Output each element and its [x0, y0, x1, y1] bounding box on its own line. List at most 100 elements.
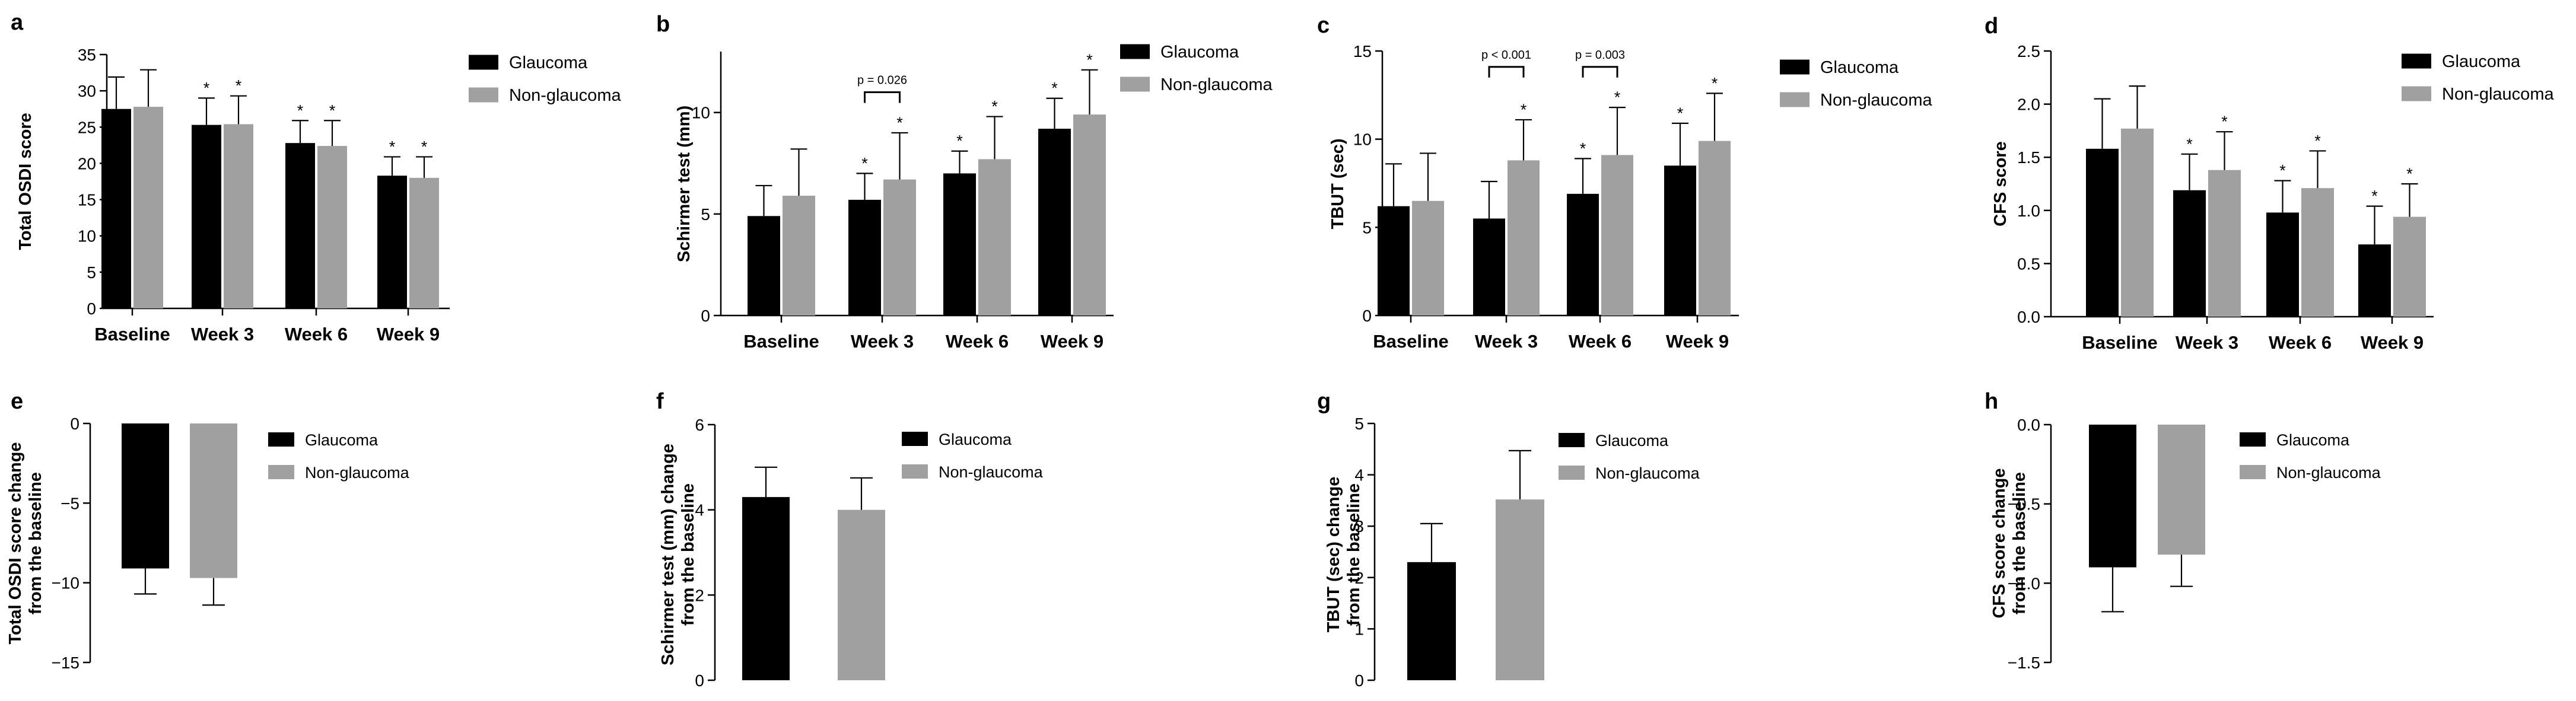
y-tick-label: 10 — [78, 227, 96, 246]
significance-star: * — [2186, 135, 2193, 153]
bar-non-glaucoma — [883, 179, 916, 316]
y-axis-title: CFS score — [1991, 141, 2010, 226]
x-tick-label: Week 3 — [191, 324, 254, 345]
bar-glaucoma — [101, 109, 131, 308]
y-tick-label: 1.0 — [2017, 202, 2040, 220]
bar-non-glaucoma — [1412, 200, 1444, 316]
bar-glaucoma — [2089, 425, 2136, 568]
panel-b: b 0 5 10 Baseline Week 3 Week 6 Week 9 Schirmer … — [656, 12, 1273, 352]
x-tick-label: Baseline — [94, 324, 170, 345]
legend-swatch-glaucoma — [902, 432, 928, 446]
y-tick-label: 35 — [78, 46, 96, 64]
y-tick-label: −1.5 — [2008, 654, 2040, 672]
p-value-label: p = 0.026 — [857, 74, 907, 87]
p-value-label: p < 0.001 — [1481, 49, 1531, 62]
x-tick-label: Week 9 — [377, 324, 440, 345]
panel-a-letter: a — [11, 10, 24, 35]
y-axis-title: from the baseline — [2010, 472, 2029, 614]
bar-glaucoma — [742, 497, 790, 680]
y-tick-label: 0 — [1354, 671, 1364, 690]
significance-star: * — [203, 79, 210, 97]
panel-e-letter: e — [11, 389, 23, 414]
legend-label-non-glaucoma: Non-glaucoma — [2442, 85, 2554, 104]
panel-h: h 0.0 −0.5 −1.0 −1.5 CFS score change from the… — [1985, 389, 2381, 672]
legend-label-glaucoma: Glaucoma — [2442, 52, 2521, 71]
bar-non-glaucoma — [190, 423, 237, 578]
significance-star: * — [421, 138, 428, 155]
legend-label-non-glaucoma: Non-glaucoma — [1595, 464, 1700, 482]
y-tick-label: 15 — [78, 191, 96, 209]
panel-b-letter: b — [656, 12, 670, 37]
x-tick-label: Baseline — [743, 331, 819, 352]
x-tick-label: Week 6 — [1569, 331, 1632, 352]
y-tick-label: 0 — [70, 415, 79, 433]
significance-bracket — [864, 91, 901, 103]
y-tick-label: 0 — [87, 299, 96, 318]
y-tick-label: 30 — [78, 82, 96, 100]
x-tick-label: Week 3 — [851, 331, 914, 352]
y-tick-label: −5 — [61, 494, 79, 512]
y-tick-label: −0.5 — [2008, 495, 2040, 514]
bar-glaucoma — [2086, 148, 2119, 317]
y-tick-label: −15 — [52, 654, 80, 672]
y-tick-label: 20 — [78, 154, 96, 173]
y-tick-label: 3 — [1354, 517, 1364, 536]
legend-label-glaucoma: Glaucoma — [1820, 58, 1899, 77]
bar-glaucoma — [192, 125, 221, 309]
significance-star: * — [2279, 162, 2286, 180]
panel-c-letter: c — [1317, 13, 1330, 38]
bar-glaucoma — [1407, 562, 1456, 680]
significance-bracket — [1488, 66, 1525, 78]
bar-glaucoma — [2173, 190, 2206, 317]
y-tick-label: 6 — [695, 416, 704, 434]
legend-swatch-glaucoma — [2240, 432, 2266, 447]
bar-glaucoma — [748, 216, 780, 316]
y-tick-label: 5 — [1362, 218, 1372, 237]
bar-non-glaucoma — [978, 159, 1011, 316]
panel-e: e 0 −5 −10 −15 Total OSDI score change from th… — [6, 389, 410, 672]
bar-glaucoma — [1473, 218, 1505, 316]
legend-swatch-glaucoma — [1780, 59, 1809, 75]
legend-swatch-non-glaucoma — [268, 465, 294, 479]
y-axis-title: TBUT (sec) — [1328, 138, 1347, 229]
y-tick-label: 0.0 — [2017, 416, 2040, 434]
significance-star: * — [896, 114, 903, 132]
y-axis-title-group: Total OSDI score change from the baseline — [6, 442, 45, 644]
x-tick-label: Week 6 — [2269, 332, 2332, 353]
bar-non-glaucoma — [1699, 141, 1731, 316]
bar-non-glaucoma — [1496, 499, 1544, 680]
x-tick-label: Week 9 — [2361, 332, 2424, 353]
y-tick-label: 4 — [1354, 466, 1364, 485]
bar-non-glaucoma — [783, 196, 815, 316]
y-tick-label: 2 — [695, 586, 704, 604]
panel-c: c 0 5 10 15 Baseline Week 3 Week 6 Week 9 TBUT (s… — [1317, 13, 1932, 352]
y-tick-label: 0 — [701, 307, 710, 325]
x-tick-label: Week 9 — [1041, 331, 1103, 352]
y-axis-title: Schirmer test (mm) change — [659, 444, 678, 665]
y-tick-label: 5 — [87, 263, 96, 282]
y-tick-label: 10 — [1353, 130, 1372, 149]
significance-star: * — [1051, 79, 1058, 97]
panel-f: f 0 2 4 6 Schirmer test (mm) change from the b… — [656, 389, 1044, 690]
significance-star: * — [1614, 88, 1621, 106]
legend-label-glaucoma: Glaucoma — [509, 53, 588, 72]
significance-star: * — [861, 154, 868, 172]
x-tick-label: Week 3 — [2176, 332, 2238, 353]
y-tick-label: 1.5 — [2017, 148, 2040, 167]
bar-glaucoma — [1567, 193, 1599, 316]
bar-non-glaucoma — [317, 146, 347, 308]
y-tick-label: −10 — [52, 574, 80, 592]
y-axis-title: from the baseline — [679, 483, 698, 626]
bar-non-glaucoma — [409, 177, 439, 308]
bar-glaucoma — [285, 143, 315, 308]
y-tick-label: 0.5 — [2017, 254, 2040, 273]
significance-star: * — [1521, 101, 1527, 119]
legend-label-glaucoma: Glaucoma — [2276, 431, 2350, 449]
p-value-label: p = 0.003 — [1575, 49, 1625, 62]
legend-swatch-glaucoma — [469, 55, 498, 70]
legend-label-non-glaucoma: Non-glaucoma — [1160, 75, 1273, 94]
panel-d-letter: d — [1985, 14, 1998, 39]
significance-star: * — [1086, 51, 1093, 69]
panel-d: d 0.0 0.5 1.0 1.5 2.0 2.5 Baseline Week 3 Week 6 W… — [1985, 14, 2554, 353]
bar-glaucoma — [943, 173, 976, 316]
